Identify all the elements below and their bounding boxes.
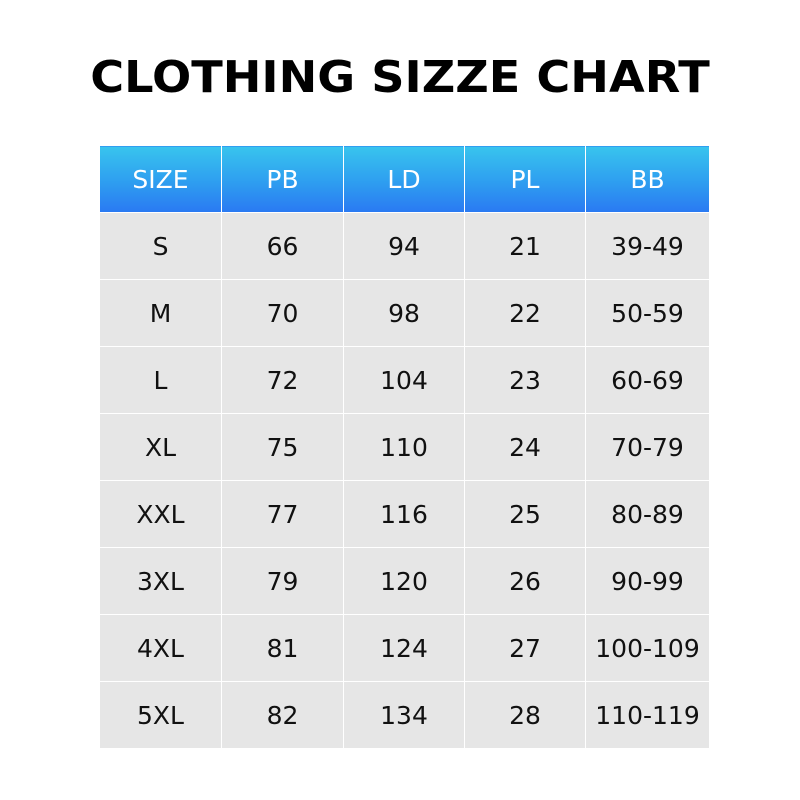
header-bb: BB xyxy=(585,145,710,213)
table-row: XL 75 110 24 70-79 xyxy=(99,413,710,481)
pl-cell: 25 xyxy=(464,480,586,548)
bb-cell: 110-119 xyxy=(585,681,710,749)
size-cell: 5XL xyxy=(99,681,222,749)
pl-cell: 22 xyxy=(464,279,586,347)
pl-cell: 28 xyxy=(464,681,586,749)
pl-cell: 27 xyxy=(464,614,586,682)
pb-cell: 79 xyxy=(221,547,344,615)
table-row: S 66 94 21 39-49 xyxy=(99,212,710,280)
pb-cell: 75 xyxy=(221,413,344,481)
bb-cell: 100-109 xyxy=(585,614,710,682)
size-cell: L xyxy=(99,346,222,414)
table-row: L 72 104 23 60-69 xyxy=(99,346,710,414)
size-cell: M xyxy=(99,279,222,347)
pb-cell: 72 xyxy=(221,346,344,414)
ld-cell: 124 xyxy=(343,614,465,682)
pl-cell: 21 xyxy=(464,212,586,280)
ld-cell: 94 xyxy=(343,212,465,280)
header-pb: PB xyxy=(221,145,344,213)
size-cell: S xyxy=(99,212,222,280)
bb-cell: 90-99 xyxy=(585,547,710,615)
pb-cell: 77 xyxy=(221,480,344,548)
bb-cell: 50-59 xyxy=(585,279,710,347)
table-row: XXL 77 116 25 80-89 xyxy=(99,480,710,548)
bb-cell: 60-69 xyxy=(585,346,710,414)
size-table: SIZE PB LD PL BB S 66 94 21 39-49 M 70 9… xyxy=(99,145,710,749)
ld-cell: 98 xyxy=(343,279,465,347)
ld-cell: 120 xyxy=(343,547,465,615)
header-pl: PL xyxy=(464,145,586,213)
table-row: 5XL 82 134 28 110-119 xyxy=(99,681,710,749)
table-header-row: SIZE PB LD PL BB xyxy=(99,145,710,213)
pl-cell: 23 xyxy=(464,346,586,414)
pb-cell: 82 xyxy=(221,681,344,749)
bb-cell: 39-49 xyxy=(585,212,710,280)
page-title: CLOTHING SIZZE CHART xyxy=(90,52,710,103)
pl-cell: 24 xyxy=(464,413,586,481)
pb-cell: 66 xyxy=(221,212,344,280)
ld-cell: 110 xyxy=(343,413,465,481)
size-cell: 4XL xyxy=(99,614,222,682)
pl-cell: 26 xyxy=(464,547,586,615)
pb-cell: 81 xyxy=(221,614,344,682)
ld-cell: 134 xyxy=(343,681,465,749)
bb-cell: 70-79 xyxy=(585,413,710,481)
table-row: 3XL 79 120 26 90-99 xyxy=(99,547,710,615)
header-ld: LD xyxy=(343,145,465,213)
header-size: SIZE xyxy=(99,145,222,213)
table-row: 4XL 81 124 27 100-109 xyxy=(99,614,710,682)
ld-cell: 116 xyxy=(343,480,465,548)
bb-cell: 80-89 xyxy=(585,480,710,548)
ld-cell: 104 xyxy=(343,346,465,414)
size-cell: XL xyxy=(99,413,222,481)
table-row: M 70 98 22 50-59 xyxy=(99,279,710,347)
size-cell: 3XL xyxy=(99,547,222,615)
pb-cell: 70 xyxy=(221,279,344,347)
size-cell: XXL xyxy=(99,480,222,548)
